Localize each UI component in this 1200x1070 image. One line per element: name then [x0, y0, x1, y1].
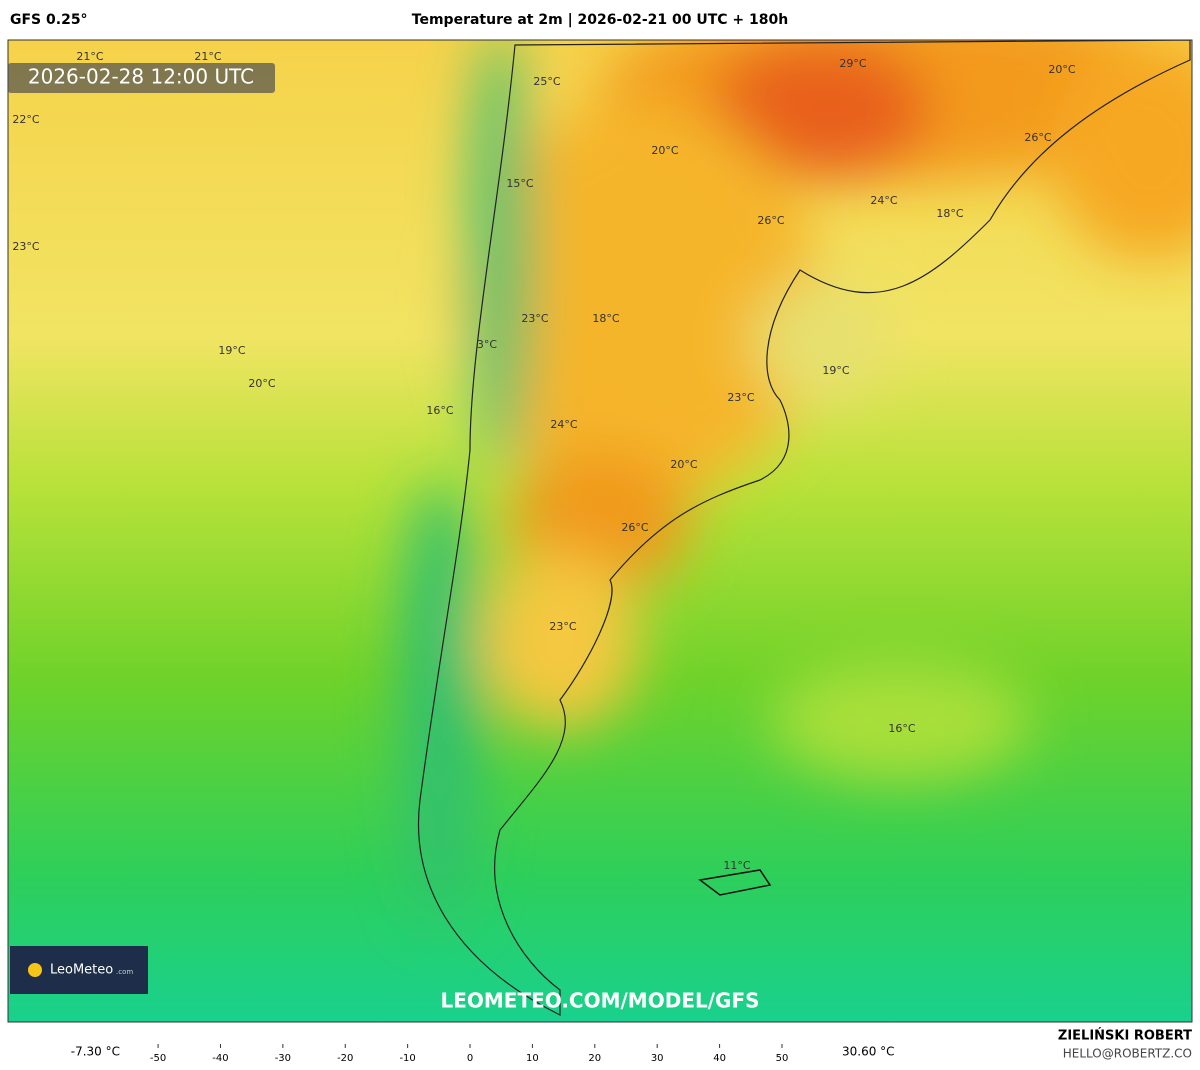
- colorbar-tick-label: -30: [275, 1053, 291, 1064]
- valid-time: 2026-02-28 12:00 UTC: [28, 65, 254, 89]
- temp-label: 23°C: [727, 391, 754, 404]
- temp-label: 24°C: [870, 194, 897, 207]
- temp-label: 18°C: [936, 207, 963, 220]
- temp-label: 15°C: [506, 177, 533, 190]
- colorbar-max: 30.60 °C: [842, 1045, 895, 1059]
- time-box: [8, 63, 275, 93]
- temp-label: 16°C: [426, 404, 453, 417]
- colorbar-tick-label: 10: [526, 1053, 539, 1064]
- colorbar-tick-label: -20: [337, 1053, 353, 1064]
- temp-label: 16°C: [888, 722, 915, 735]
- temp-label: 20°C: [248, 377, 275, 390]
- watermark: LEOMETEO.COM/MODEL/GFS: [440, 989, 759, 1013]
- temp-label: 23°C: [549, 620, 576, 633]
- temp-label: 29°C: [839, 57, 866, 70]
- temp-label: 26°C: [1024, 131, 1051, 144]
- temp-label: 20°C: [670, 458, 697, 471]
- colorbar-tick-label: -40: [212, 1053, 228, 1064]
- temp-label: 26°C: [757, 214, 784, 227]
- model-name: GFS 0.25°: [10, 12, 88, 28]
- logo-sun: [28, 963, 42, 977]
- temp-label: 21°C: [194, 50, 221, 63]
- colorbar-tick-label: 40: [713, 1053, 726, 1064]
- temp-label: 23°C: [521, 312, 548, 325]
- logo-suffix: .com: [116, 968, 133, 976]
- colorbar-tick-label: 20: [588, 1053, 601, 1064]
- map-title: Temperature at 2m | 2026-02-21 00 UTC + …: [412, 12, 788, 28]
- temp-label: 23°C: [12, 240, 39, 253]
- colorbar-tick-label: -10: [399, 1053, 415, 1064]
- temp-label: 3°C: [477, 338, 497, 351]
- temp-label: 19°C: [218, 344, 245, 357]
- colorbar-tick-label: 50: [776, 1053, 789, 1064]
- temp-label: 22°C: [12, 113, 39, 126]
- map: [8, 40, 1192, 1022]
- temp-label: 19°C: [822, 364, 849, 377]
- temp-label: 21°C: [76, 50, 103, 63]
- colorbar-tick-label: 0: [467, 1053, 473, 1064]
- temp-label: 25°C: [533, 75, 560, 88]
- temp-label: 20°C: [651, 144, 678, 157]
- temp-label: 18°C: [592, 312, 619, 325]
- author: ZIELIŃSKI ROBERT: [1058, 1028, 1192, 1044]
- temp-label: 11°C: [723, 859, 750, 872]
- logo: LeoMeteo: [50, 963, 113, 978]
- colorbar-tick-label: 30: [651, 1053, 664, 1064]
- email: HELLO@ROBERTZ.CO: [1063, 1047, 1192, 1061]
- colorbar-min: -7.30 °C: [71, 1045, 120, 1059]
- colorbar-tick-label: -50: [150, 1053, 166, 1064]
- temp-label: 20°C: [1048, 63, 1075, 76]
- temp-label: 26°C: [621, 521, 648, 534]
- temp-label: 24°C: [550, 418, 577, 431]
